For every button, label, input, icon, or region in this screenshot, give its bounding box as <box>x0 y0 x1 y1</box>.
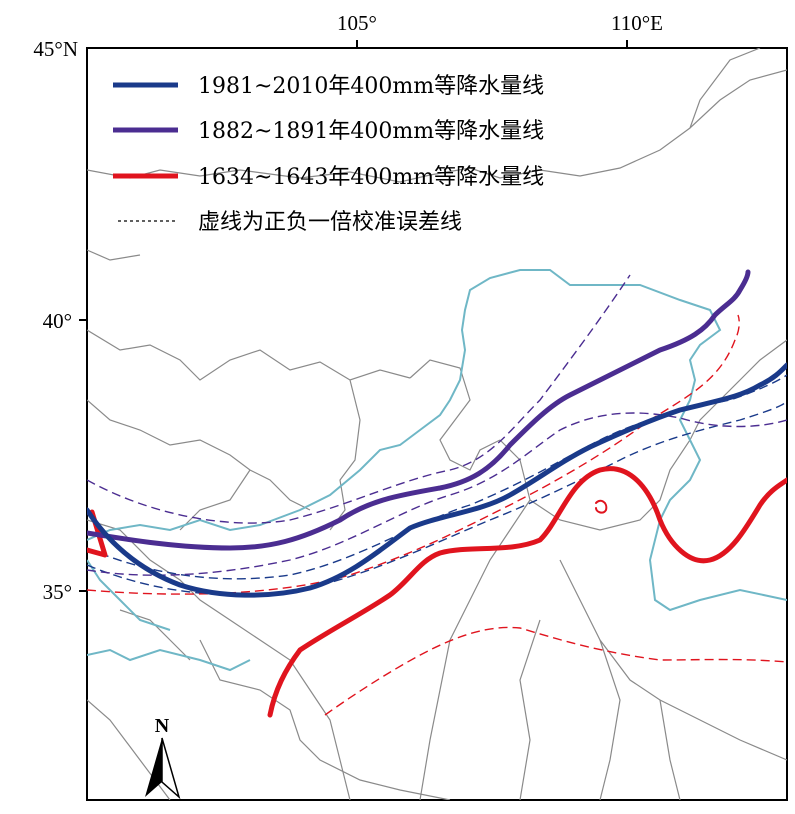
isohyets <box>87 269 787 718</box>
legend-label-1634-1643: 1634~1643年400mm等降水量线 <box>198 165 544 190</box>
isohyet-1634-1643-loop <box>595 499 608 514</box>
province-borders <box>87 48 787 800</box>
rivers <box>87 269 787 672</box>
north-arrow-label: N <box>155 715 170 737</box>
x-tick-label-110: 110°E <box>611 11 663 35</box>
error-line-1981-upper <box>87 374 787 580</box>
legend-label-1882-1891: 1882~1891年400mm等降水量线 <box>198 119 544 144</box>
isohyet-1981-2010 <box>87 362 787 598</box>
x-tick-label-105: 105° <box>337 11 377 35</box>
isohyet-1882-1891 <box>87 269 751 551</box>
y-tick-label-40: 40° <box>43 309 72 333</box>
error-line-1634-upper <box>87 314 740 595</box>
error-lines <box>87 274 787 716</box>
legend: 1981~2010年400mm等降水量线 1882~1891年400mm等降水量… <box>113 74 544 235</box>
legend-label-error: 虚线为正负一倍校准误差线 <box>198 210 462 235</box>
y-tick-label-45: 45°N <box>33 37 78 61</box>
base-map <box>87 48 787 800</box>
error-line-1882-upper <box>87 274 631 524</box>
north-arrow-icon: N <box>145 715 181 800</box>
error-line-1882-lower <box>87 412 787 576</box>
isohyet-1634-1643 <box>267 466 787 718</box>
axis-ticks <box>79 40 628 592</box>
y-tick-label-35: 35° <box>43 580 72 604</box>
error-line-1634-lower <box>324 626 787 716</box>
legend-label-1981-2010: 1981~2010年400mm等降水量线 <box>198 74 544 99</box>
